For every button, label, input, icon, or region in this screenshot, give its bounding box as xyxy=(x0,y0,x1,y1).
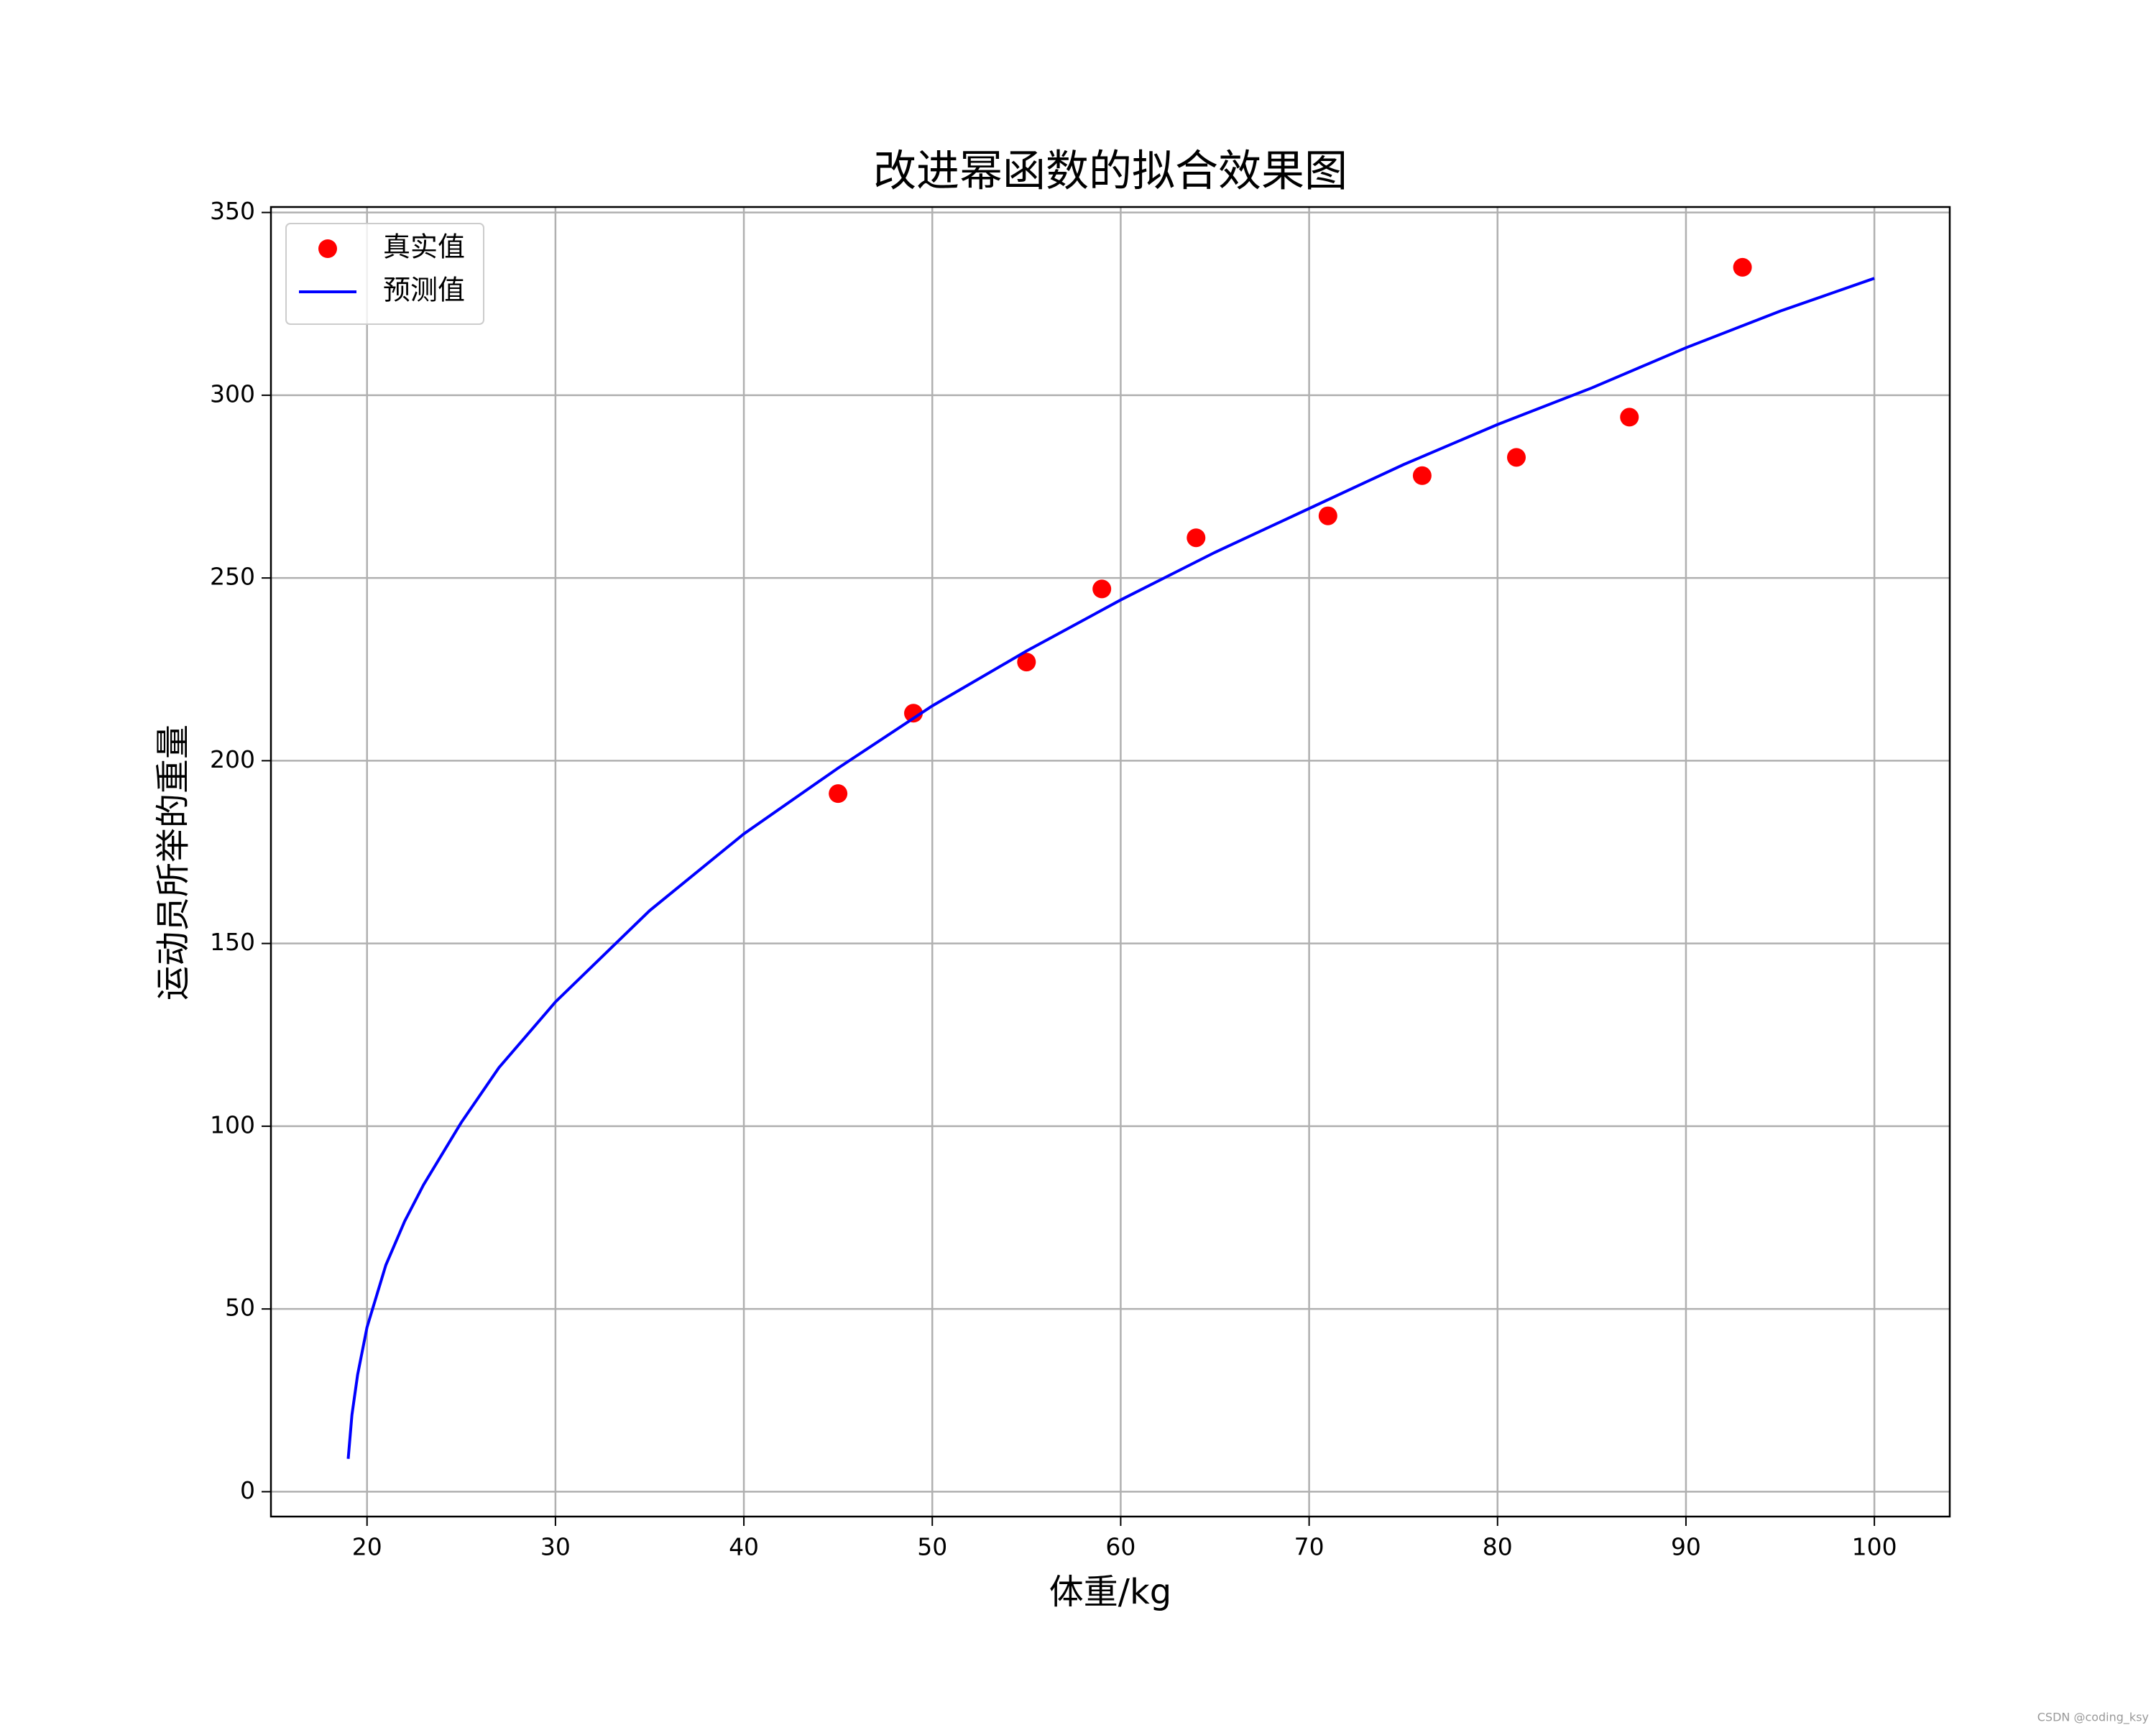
y-tick-label: 300 xyxy=(210,380,255,408)
data-point xyxy=(904,704,923,723)
data-point xyxy=(1017,653,1036,672)
y-axis-label: 运动员所举的重量 xyxy=(153,724,193,1000)
data-point xyxy=(829,784,848,804)
x-tick-label: 90 xyxy=(1671,1533,1701,1561)
data-point xyxy=(1620,408,1639,427)
data-point xyxy=(1733,257,1752,277)
x-axis-label: 体重/kg xyxy=(1049,1572,1171,1612)
y-tick-label: 150 xyxy=(210,928,255,956)
legend-label: 预测值 xyxy=(383,275,465,306)
x-tick-label: 50 xyxy=(917,1533,947,1561)
y-tick-label: 250 xyxy=(210,563,255,591)
x-tick-label: 80 xyxy=(1483,1533,1513,1561)
data-point xyxy=(1318,506,1337,525)
legend-marker xyxy=(318,239,337,258)
y-tick-label: 0 xyxy=(240,1476,255,1504)
y-tick-label: 50 xyxy=(225,1294,255,1322)
x-tick-label: 60 xyxy=(1105,1533,1135,1561)
x-tick-label: 100 xyxy=(1852,1533,1897,1561)
x-tick-label: 20 xyxy=(352,1533,382,1561)
x-tick-label: 70 xyxy=(1294,1533,1325,1561)
fit-line xyxy=(346,277,1875,1459)
x-tick-label: 30 xyxy=(540,1533,571,1561)
data-point xyxy=(1092,579,1112,599)
y-tick-label: 350 xyxy=(210,197,255,225)
x-tick-label: 40 xyxy=(729,1533,759,1561)
chart-title: 改进幂函数的拟合效果图 xyxy=(873,147,1348,197)
data-point xyxy=(1412,466,1432,485)
watermark: CSDN @coding_ksy xyxy=(2037,1711,2149,1725)
axes-frame xyxy=(270,206,1951,1518)
y-tick-label: 200 xyxy=(210,745,255,773)
legend-label: 真实值 xyxy=(383,231,465,263)
y-tick-label: 100 xyxy=(210,1110,255,1138)
data-point xyxy=(1187,528,1206,548)
data-point xyxy=(1506,448,1526,467)
